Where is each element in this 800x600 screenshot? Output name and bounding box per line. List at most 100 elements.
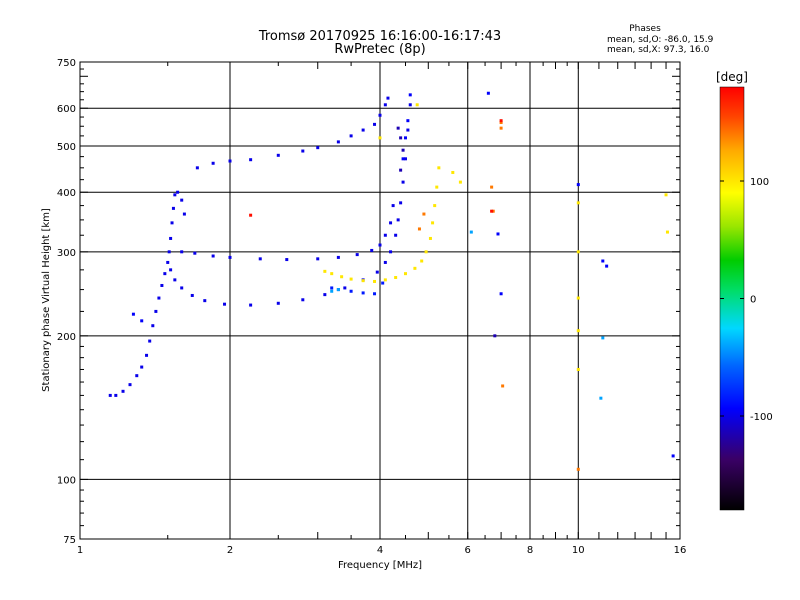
data-point [415,103,419,107]
data-point [499,126,503,130]
x-tick-label: 4 [377,545,383,556]
data-point [576,296,580,300]
y-tick-label: 300 [57,248,76,259]
data-point [370,248,374,252]
y-tick-label: 400 [57,188,76,199]
data-point [401,157,405,161]
data-point [389,250,393,254]
data-point [211,161,215,165]
data-point [323,269,327,273]
data-point [135,374,139,378]
data-point [180,198,184,202]
data-point [665,230,669,234]
colorbar-label: [deg] [716,70,748,84]
data-point [316,257,320,261]
data-point [383,103,387,107]
data-point [491,209,495,213]
data-point [173,193,177,197]
colorbar: [deg] 100 0 -100 [716,70,773,511]
data-point [391,204,395,208]
data-point [378,113,382,117]
data-point [330,289,334,293]
data-point [301,298,305,302]
data-point [180,250,184,254]
data-point [396,218,400,222]
data-point [499,292,503,296]
x-tick-labels: 1 2 4 6 8 10 16 [77,545,687,556]
data-point [140,365,144,369]
data-point [151,324,155,328]
data-point [193,251,197,255]
data-point [160,283,164,287]
data-point [605,264,609,268]
data-point [599,396,603,400]
data-point [406,128,410,132]
gridlines [80,62,680,539]
data-point [601,336,605,340]
data-point [399,136,403,140]
data-point [576,467,580,471]
data-point [378,243,382,247]
data-point [383,278,387,282]
data-point [576,329,580,333]
data-point [435,185,439,189]
data-point [349,134,353,138]
data-point [499,121,503,125]
data-point [182,212,186,216]
data-point [389,221,393,225]
plot-area [79,61,681,540]
data-point [401,180,405,184]
data-point [176,190,180,194]
data-point [417,227,421,231]
data-point [336,255,340,259]
data-point [169,268,173,272]
data-point [403,157,407,161]
data-point [413,266,417,270]
data-point [195,166,199,170]
data-point [180,286,184,290]
data-point [373,279,377,283]
data-point [428,236,432,240]
minor-ticks [79,61,681,539]
data-point [145,353,149,357]
data-point [223,302,227,306]
data-point [373,122,377,126]
data-point [601,259,605,263]
y-tick-label: 100 [57,475,76,486]
data-point [401,148,405,152]
data-point [396,126,400,130]
data-point [166,260,170,264]
data-point [355,253,359,257]
data-point [437,166,441,170]
data-point [258,257,262,261]
data-point [469,230,473,234]
data-point [420,259,424,263]
data-point [664,193,668,197]
data-point [349,277,353,281]
data-point [323,293,327,297]
data-point [394,276,398,280]
data-point [431,221,435,225]
colorbar-tick-label: 0 [750,295,756,306]
x-tick-label: 10 [572,545,585,556]
data-point [451,170,455,174]
data-point [170,221,174,225]
phase-stat-x: mean, sd,X: 97.3, 16.0 [607,45,710,55]
data-point [576,183,580,187]
data-point [496,232,500,236]
data-point [422,212,426,216]
data-point [228,255,232,259]
data-point [408,103,412,107]
data-point [228,159,232,163]
data-point [394,233,398,237]
data-point [361,279,365,283]
data-point [169,236,173,240]
data-point [486,91,490,95]
data-point [249,158,253,162]
data-point [249,213,253,217]
data-point [108,393,112,397]
y-tick-label: 200 [57,332,76,343]
x-axis-label: Frequency [MHz] [338,560,422,571]
phase-stat-o: mean, sd,O: -86.0, 15.9 [607,35,714,45]
